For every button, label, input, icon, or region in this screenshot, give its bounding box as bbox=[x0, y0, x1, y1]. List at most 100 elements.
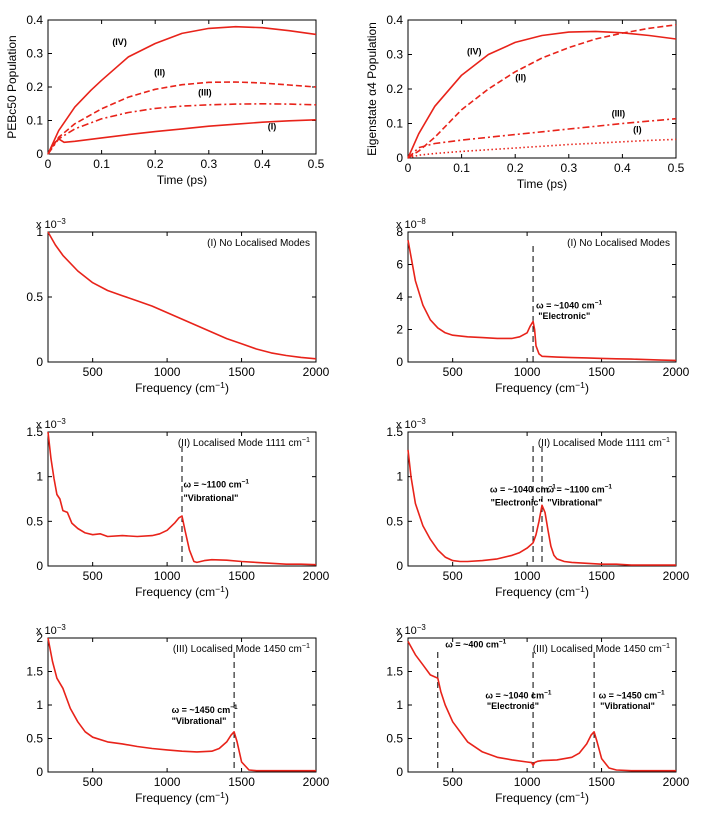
annotation: ω = ~1450 cm−1 bbox=[599, 689, 665, 700]
x-tick-label: 500 bbox=[443, 365, 463, 379]
y-tick-label: 0.5 bbox=[26, 514, 43, 528]
x-tick-label: 500 bbox=[83, 365, 103, 379]
x-tick-label: 0 bbox=[45, 157, 52, 171]
y-tick-label: 1 bbox=[36, 225, 43, 239]
y-tick-label: 0.4 bbox=[26, 13, 43, 27]
annotation: "Vibrational" bbox=[172, 716, 227, 726]
y-tick-label: 1 bbox=[36, 470, 43, 484]
y-tick-label: 0.3 bbox=[26, 47, 43, 61]
panel-title: (I) No Localised Modes bbox=[207, 238, 310, 249]
y-tick-label: 0.5 bbox=[26, 290, 43, 304]
y-tick-label: 4 bbox=[396, 290, 403, 304]
annotation: (I) bbox=[633, 124, 642, 134]
series-line bbox=[407, 138, 677, 159]
y-tick-label: 2 bbox=[396, 631, 403, 645]
series-line bbox=[47, 81, 317, 155]
annotation: "Electronic" bbox=[487, 701, 539, 711]
x-tick-label: 0.3 bbox=[560, 161, 577, 175]
x-tick-label: 2000 bbox=[303, 569, 330, 583]
x-tick-label: 1000 bbox=[154, 775, 181, 789]
y-axis-label: PEBc50 Population bbox=[5, 35, 19, 138]
x-axis-label: Frequency (cm−1) bbox=[135, 790, 229, 805]
y-tick-label: 0 bbox=[36, 147, 43, 161]
subplot-7: 500 1000 1500 2000 0 0.5 1 1.5 2x 10−3 Frequency … bbox=[26, 623, 329, 805]
axes-frame bbox=[47, 231, 317, 363]
x-tick-label: 0.5 bbox=[668, 161, 685, 175]
x-tick-label: 1500 bbox=[228, 775, 255, 789]
annotation: "Vibrational" bbox=[547, 497, 602, 507]
annotation: "Electronic" bbox=[491, 497, 543, 507]
panel-title: (II) Localised Mode 1111 cm−1 bbox=[538, 435, 670, 449]
subplot-6: 500 1000 1500 2000 0 0.5 1 1.5x 10−3 Frequency (… bbox=[386, 417, 689, 599]
x-tick-label: 1000 bbox=[154, 365, 181, 379]
x-axis-label: Time (ps) bbox=[517, 177, 567, 191]
x-tick-label: 500 bbox=[443, 775, 463, 789]
series-line bbox=[407, 641, 676, 772]
y-tick-label: 0.5 bbox=[386, 732, 403, 746]
x-axis-label: Frequency (cm−1) bbox=[495, 790, 589, 805]
x-tick-label: 0.2 bbox=[507, 161, 524, 175]
x-tick-label: 500 bbox=[443, 569, 463, 583]
y-tick-label: 1.5 bbox=[386, 425, 403, 439]
x-axis-label: Frequency (cm−1) bbox=[495, 584, 589, 599]
y-tick-label: 0.5 bbox=[26, 732, 43, 746]
y-tick-label: 1.5 bbox=[26, 425, 43, 439]
series-line bbox=[47, 103, 317, 155]
subplot-2: 0 0.1 0.2 0.3 0.4 0.5 0 0.1 0.2 0.3 0.4 Time (ps) Ei… bbox=[365, 13, 685, 191]
annotation: ω = ~400 cm−1 bbox=[445, 638, 506, 649]
subplot-3: 500 1000 1500 2000 0 0.5 1x 10−3 Frequency (cm−… bbox=[26, 217, 329, 395]
x-tick-label: 0 bbox=[405, 161, 412, 175]
x-axis-label: Frequency (cm−1) bbox=[135, 380, 229, 395]
axis-exponent: x 10−8 bbox=[396, 217, 426, 231]
x-tick-label: 2000 bbox=[303, 775, 330, 789]
annotation: "Vibrational" bbox=[600, 701, 655, 711]
axes-frame bbox=[47, 19, 317, 155]
series-line bbox=[47, 637, 316, 772]
y-tick-label: 0 bbox=[36, 559, 43, 573]
series-line bbox=[407, 30, 677, 159]
x-tick-label: 2000 bbox=[663, 365, 690, 379]
series-line bbox=[47, 119, 317, 155]
y-tick-label: 0 bbox=[36, 355, 43, 369]
y-axis-label: Eigenstate α4 Population bbox=[365, 22, 379, 156]
x-tick-label: 0.1 bbox=[93, 157, 110, 171]
y-tick-label: 0.4 bbox=[386, 13, 403, 27]
x-tick-label: 0.3 bbox=[200, 157, 217, 171]
y-tick-label: 0 bbox=[396, 559, 403, 573]
x-tick-label: 0.4 bbox=[254, 157, 271, 171]
axes-frame bbox=[407, 231, 677, 363]
x-tick-label: 1500 bbox=[588, 569, 615, 583]
y-tick-label: 0 bbox=[396, 355, 403, 369]
y-tick-label: 0.1 bbox=[386, 117, 403, 131]
panel-title: (III) Localised Mode 1450 cm−1 bbox=[533, 641, 670, 655]
x-tick-label: 1000 bbox=[514, 365, 541, 379]
series-line bbox=[47, 231, 317, 360]
axis-exponent: x 10−3 bbox=[396, 417, 426, 431]
y-tick-label: 1 bbox=[36, 698, 43, 712]
y-tick-label: 2 bbox=[36, 631, 43, 645]
axes-frame bbox=[407, 19, 677, 159]
annotation: ω = ~1040 cm−1 bbox=[485, 689, 551, 700]
x-tick-label: 1500 bbox=[588, 365, 615, 379]
y-tick-label: 0.1 bbox=[26, 114, 43, 128]
panel-title: (III) Localised Mode 1450 cm−1 bbox=[173, 641, 310, 655]
annotation: (IV) bbox=[467, 47, 482, 57]
y-tick-label: 0.2 bbox=[386, 82, 403, 96]
annotation: ω = ~1100 cm−1 bbox=[183, 478, 249, 489]
axis-exponent: x 10−3 bbox=[36, 417, 66, 431]
y-tick-label: 0.5 bbox=[386, 514, 403, 528]
axes-frame bbox=[407, 431, 677, 567]
y-tick-label: 0 bbox=[396, 765, 403, 779]
x-tick-label: 1000 bbox=[154, 569, 181, 583]
annotation: ω = ~1040 cm−1 bbox=[490, 484, 556, 495]
annotation: ω = ~1100 cm−1 bbox=[546, 484, 612, 495]
annotation: ω = ~1040 cm−1 bbox=[536, 299, 602, 310]
x-axis-label: Frequency (cm−1) bbox=[135, 584, 229, 599]
y-tick-label: 1.5 bbox=[26, 665, 43, 679]
annotation: ω = ~1450 cm−1 bbox=[172, 704, 238, 715]
series-line bbox=[47, 431, 317, 566]
axis-exponent: x 10−3 bbox=[36, 217, 66, 231]
annotation: (I) bbox=[268, 122, 277, 132]
annotation: "Electronic" bbox=[538, 311, 590, 321]
